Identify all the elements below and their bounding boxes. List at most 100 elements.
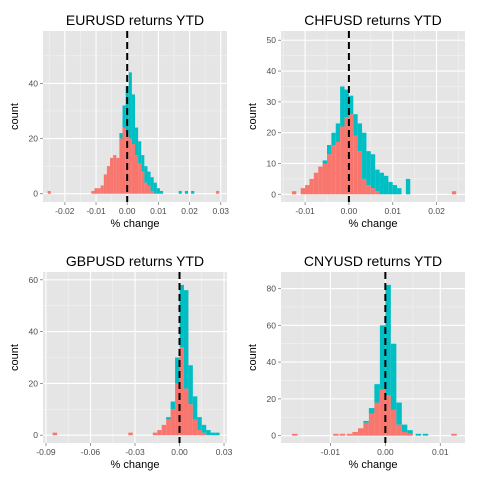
y-axis-label: count — [247, 103, 259, 130]
histogram-bar — [397, 188, 402, 195]
histogram-bar — [368, 408, 375, 414]
histogram-bar — [110, 157, 114, 194]
histogram-bar — [183, 290, 189, 389]
histogram-bar — [94, 188, 98, 194]
histogram-bar — [141, 171, 145, 194]
histogram-bar — [156, 188, 160, 194]
histogram-bar — [122, 105, 126, 128]
x-tick-label: 0.01 — [432, 447, 449, 457]
y-tick-label: 40 — [29, 78, 39, 88]
histogram-bar — [291, 191, 297, 195]
histogram-bar — [405, 178, 411, 195]
histogram-bar — [370, 154, 376, 189]
histogram-bar — [192, 419, 198, 436]
histogram-panel-4: -0.01 0.00 0.01 0 20 40 60 80 CNYUSD returns YTD… — [247, 253, 465, 471]
chart-title: EURUSD returns YTD — [66, 12, 204, 28]
histogram-bar — [313, 172, 319, 195]
x-tick-label: -0.01 — [321, 447, 341, 457]
histogram-panel-1: -0.02 -0.01 0.00 0.01 0.02 0.03 0 20 40 EURUSD re… — [9, 12, 229, 230]
histogram-bar — [383, 175, 389, 195]
x-tick-label: 0.03 — [216, 447, 233, 457]
histogram-bar — [157, 430, 162, 436]
y-tick-label: 80 — [267, 284, 277, 294]
y-tick-label: 20 — [29, 378, 39, 388]
y-tick-label: 20 — [29, 134, 39, 144]
histogram-bar — [339, 433, 346, 436]
histogram-bar — [152, 432, 158, 436]
histogram-bar — [340, 86, 345, 127]
x-tick-label: 0.00 — [341, 206, 358, 216]
histogram-bar — [128, 432, 133, 436]
histogram-bar — [153, 182, 157, 194]
y-tick-label: 60 — [267, 320, 277, 330]
histogram-bar — [353, 135, 358, 195]
x-tick-label: -0.02 — [55, 206, 75, 216]
x-tick-label: -0.06 — [81, 447, 101, 457]
histogram-bar — [375, 169, 380, 192]
x-tick-label: 0.02 — [181, 206, 198, 216]
histogram-bar — [363, 422, 369, 436]
histogram-bar — [197, 417, 202, 431]
histogram-bar — [322, 163, 327, 195]
x-axis-label: % change — [111, 459, 160, 471]
histogram-bar — [309, 178, 314, 195]
histogram-bar — [201, 424, 207, 433]
histogram-bar — [379, 172, 384, 195]
histogram-bar — [191, 190, 195, 194]
x-tick-label: -0.01 — [295, 206, 315, 216]
x-tick-label: -0.03 — [125, 447, 145, 457]
histogram-bar — [170, 409, 176, 436]
histogram-bar — [216, 190, 220, 194]
y-axis-label: count — [9, 103, 21, 130]
histogram-bar — [210, 432, 216, 436]
x-tick-label: 0.00 — [377, 447, 394, 457]
histogram-bar — [166, 417, 171, 420]
histogram-bar — [451, 433, 457, 436]
y-tick-label: 10 — [267, 158, 277, 168]
histogram-bar — [179, 284, 184, 348]
histogram-bar — [392, 185, 398, 195]
histogram-bar — [407, 433, 413, 436]
histogram-bar — [318, 166, 323, 195]
histogram-bar — [331, 132, 336, 145]
histogram-bar — [103, 174, 107, 194]
histogram-bar — [159, 190, 164, 194]
histogram-bar — [206, 430, 211, 436]
histogram-bar — [422, 433, 429, 436]
x-tick-label: 0.01 — [384, 206, 401, 216]
histogram-bar — [346, 433, 353, 436]
x-tick-label: -0.09 — [36, 447, 56, 457]
histogram-bar — [197, 430, 202, 436]
histogram-bar — [333, 433, 339, 436]
histogram-bar — [362, 132, 367, 179]
x-axis-label: % change — [111, 218, 160, 230]
histogram-bar — [131, 144, 135, 194]
histogram-bar — [363, 420, 369, 423]
histogram-bar — [374, 402, 380, 436]
x-tick-label: -0.01 — [86, 206, 106, 216]
histogram-bar — [175, 383, 180, 436]
x-tick-label: 0.03 — [212, 206, 229, 216]
histogram-bar — [396, 424, 402, 436]
histogram-bar — [396, 402, 402, 425]
histogram-bar — [344, 89, 349, 118]
histogram-bar — [116, 157, 120, 194]
histogram-bar — [135, 127, 139, 156]
histogram-bar — [331, 145, 336, 195]
y-tick-label: 40 — [267, 357, 277, 367]
histogram-bar — [122, 127, 126, 194]
histogram-bar — [407, 430, 413, 434]
histogram-bar — [135, 155, 139, 194]
y-tick-label: 40 — [267, 66, 277, 76]
histogram-bar — [366, 151, 371, 186]
histogram-bar — [348, 95, 354, 115]
x-tick-label: 0.01 — [150, 206, 167, 216]
histogram-bar — [353, 114, 358, 136]
chart-title: GBPUSD returns YTD — [66, 253, 204, 269]
histogram-bar — [335, 141, 341, 195]
histogram-bar — [370, 188, 376, 195]
histogram-bar — [138, 163, 142, 194]
histogram-bar — [401, 431, 408, 436]
chart-title: CNYUSD returns YTD — [304, 253, 442, 269]
